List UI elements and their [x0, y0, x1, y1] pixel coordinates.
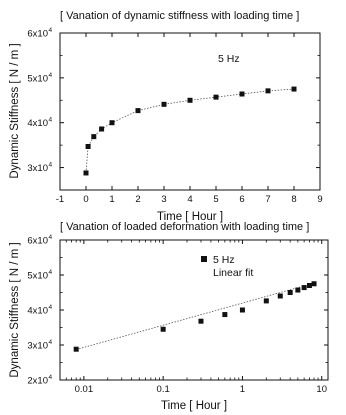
x-tick-label: 0 [83, 194, 88, 205]
data-point [239, 91, 245, 97]
legend-label: Linear fit [213, 267, 253, 279]
y-tick-exponent: 4 [49, 117, 53, 124]
data-point [213, 94, 219, 100]
x-tick-label: 2 [135, 194, 140, 205]
y-tick-exponent: 4 [49, 72, 53, 79]
y-tick-exponent: 4 [49, 304, 53, 311]
x-tick-label: 7 [265, 194, 270, 205]
data-point [311, 281, 317, 287]
y-tick-label: 5x10 [27, 73, 48, 84]
data-point [83, 170, 89, 176]
y-tick-label: 4x10 [27, 118, 48, 129]
data-point [265, 88, 271, 94]
fit-line [76, 282, 315, 350]
plot-frame [59, 239, 329, 381]
y-tick-exponent: 4 [49, 374, 53, 381]
x-tick-label: -1 [56, 194, 64, 205]
y-tick-label: 6x10 [27, 236, 48, 247]
data-point [160, 326, 166, 332]
data-point [263, 298, 269, 304]
data-point [198, 318, 204, 324]
data-point [295, 287, 301, 293]
x-tick-label: 0.01 [75, 384, 94, 395]
y-tick-label: 5x10 [27, 271, 48, 282]
data-point [306, 283, 312, 288]
y-tick-exponent: 4 [49, 27, 53, 34]
y-tick-label: 3x10 [27, 341, 48, 352]
y-tick-label: 6x10 [27, 29, 48, 40]
y-tick-exponent: 4 [49, 269, 53, 276]
data-point [277, 293, 283, 299]
x-tick-label: 3 [161, 194, 166, 205]
x-tick-label: 0.1 [157, 384, 170, 395]
chart-title: [ Vanation of loaded deformation with lo… [60, 221, 309, 233]
frequency-annotation: 5 Hz [218, 53, 240, 65]
x-tick-label: 6 [239, 194, 244, 205]
legend: 5 Hz Linear fit [201, 254, 253, 279]
data-point [91, 134, 97, 140]
x-axis-label: Time [ Hour ] [157, 211, 223, 223]
x-tick-label: 5 [213, 194, 218, 205]
data-point [109, 120, 115, 126]
y-tick-label: 3x10 [27, 163, 48, 174]
data-points [73, 281, 317, 352]
y-tick-label: 4x10 [27, 306, 48, 317]
data-point [222, 312, 228, 318]
x-tick-label: 4 [187, 194, 192, 205]
legend-marker [201, 256, 207, 262]
data-points [83, 86, 297, 176]
y-axis-label: Dynamic Stiffness [ N / m ] [9, 242, 21, 377]
plot-frame [59, 32, 321, 191]
data-point [187, 97, 193, 103]
chart-panel-top: [ Vanation of dynamic stiffness with loa… [9, 10, 323, 223]
data-point [301, 285, 307, 291]
chart-panel-bottom: [ Vanation of loaded deformation with lo… [9, 221, 329, 412]
y-tick-exponent: 4 [49, 339, 53, 346]
x-tick-label: 1 [240, 384, 245, 395]
data-point [99, 126, 105, 132]
data-point [161, 101, 167, 107]
x-tick-label: 1 [109, 194, 114, 205]
data-point [135, 108, 141, 114]
y-tick-exponent: 4 [49, 234, 53, 241]
y-axis-label: Dynamic Stiffness [ N / m ] [9, 43, 21, 178]
x-tick-label: 9 [317, 194, 322, 205]
fit-line-path [76, 282, 315, 350]
x-tick-label: 10 [316, 384, 327, 395]
x-axis-label: Time [ Hour ] [161, 400, 227, 412]
data-point [291, 86, 297, 92]
y-tick-exponent: 4 [49, 162, 53, 169]
data-point [85, 143, 91, 149]
data-point [287, 290, 293, 295]
y-tick-label: 2x10 [27, 376, 48, 387]
data-point [239, 307, 245, 313]
legend-label: 5 Hz [213, 254, 235, 266]
chart-title: [ Vanation of dynamic stiffness with loa… [60, 10, 299, 22]
data-point [73, 346, 79, 352]
x-tick-label: 8 [291, 194, 296, 205]
